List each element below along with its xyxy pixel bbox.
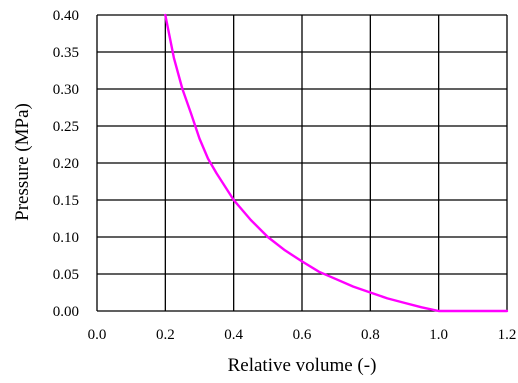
grid	[96, 14, 508, 312]
x-axis-label: Relative volume (-)	[228, 355, 377, 376]
y-tick-label: 0.35	[53, 45, 79, 61]
y-tick-label: 0.30	[53, 82, 79, 98]
x-tick-labels: 0.0 0.2 0.4 0.6 0.8 1.0 1.2	[88, 327, 517, 343]
y-tick-label: 0.20	[53, 156, 79, 172]
y-tick-labels: 0.00 0.05 0.10 0.15 0.20 0.25 0.30 0.35 0.40	[53, 8, 79, 320]
series-line-0	[164, 13, 509, 313]
series-layer	[164, 13, 509, 313]
x-tick-label: 0.0	[88, 327, 107, 343]
y-tick-label: 0.10	[53, 230, 79, 246]
x-tick-label: 0.6	[293, 327, 312, 343]
x-tick-label: 1.2	[498, 327, 517, 343]
x-tick-label: 0.2	[156, 327, 175, 343]
y-axis-label: Pressure (MPa)	[12, 103, 33, 221]
y-tick-label: 0.25	[53, 119, 79, 135]
y-tick-label: 0.00	[53, 304, 79, 320]
y-tick-label: 0.05	[53, 267, 79, 283]
x-tick-label: 0.4	[224, 327, 243, 343]
x-tick-label: 0.8	[361, 327, 380, 343]
y-tick-label: 0.15	[53, 193, 79, 209]
y-tick-label: 0.40	[53, 8, 79, 24]
x-tick-label: 1.0	[429, 327, 448, 343]
